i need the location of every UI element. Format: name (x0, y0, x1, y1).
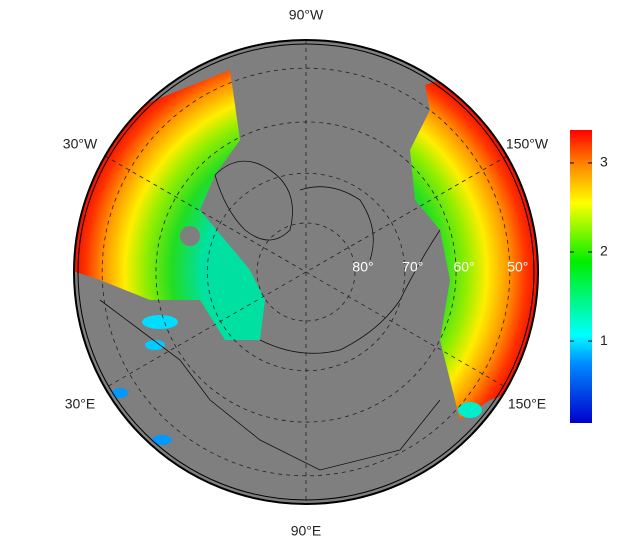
latitude-circle (155, 121, 457, 423)
colorbar-tick-label: 2 (600, 243, 608, 259)
caspian (152, 435, 172, 445)
lat-label: 70° (402, 259, 423, 275)
map-border (73, 39, 539, 505)
lat-label: 60° (453, 259, 474, 275)
colorbar (570, 130, 592, 423)
latitude-circle (256, 222, 356, 322)
latitude-circle (206, 172, 406, 372)
map-border-inner (77, 43, 535, 501)
sea (112, 388, 128, 398)
lon-label: 30°W (63, 136, 98, 152)
baltic (142, 315, 178, 329)
colorbar-tick-label: 3 (600, 154, 608, 170)
lat-label: 50° (507, 259, 528, 275)
colorbar-tick-label: 1 (600, 332, 608, 348)
atlantic-field (74, 70, 265, 340)
graticule (101, 40, 511, 504)
lon-label: 90°W (289, 7, 324, 23)
lon-label: 150°E (508, 396, 546, 412)
okhotsk (458, 402, 482, 418)
latitude-circle (101, 67, 511, 477)
lat-label: 80° (352, 259, 373, 275)
lon-label: 30°E (65, 396, 96, 412)
lon-label: 90°E (291, 523, 322, 539)
lon-label: 150°W (506, 136, 549, 152)
coastlines (99, 160, 441, 471)
baltic (145, 340, 165, 350)
iceland (180, 226, 200, 246)
